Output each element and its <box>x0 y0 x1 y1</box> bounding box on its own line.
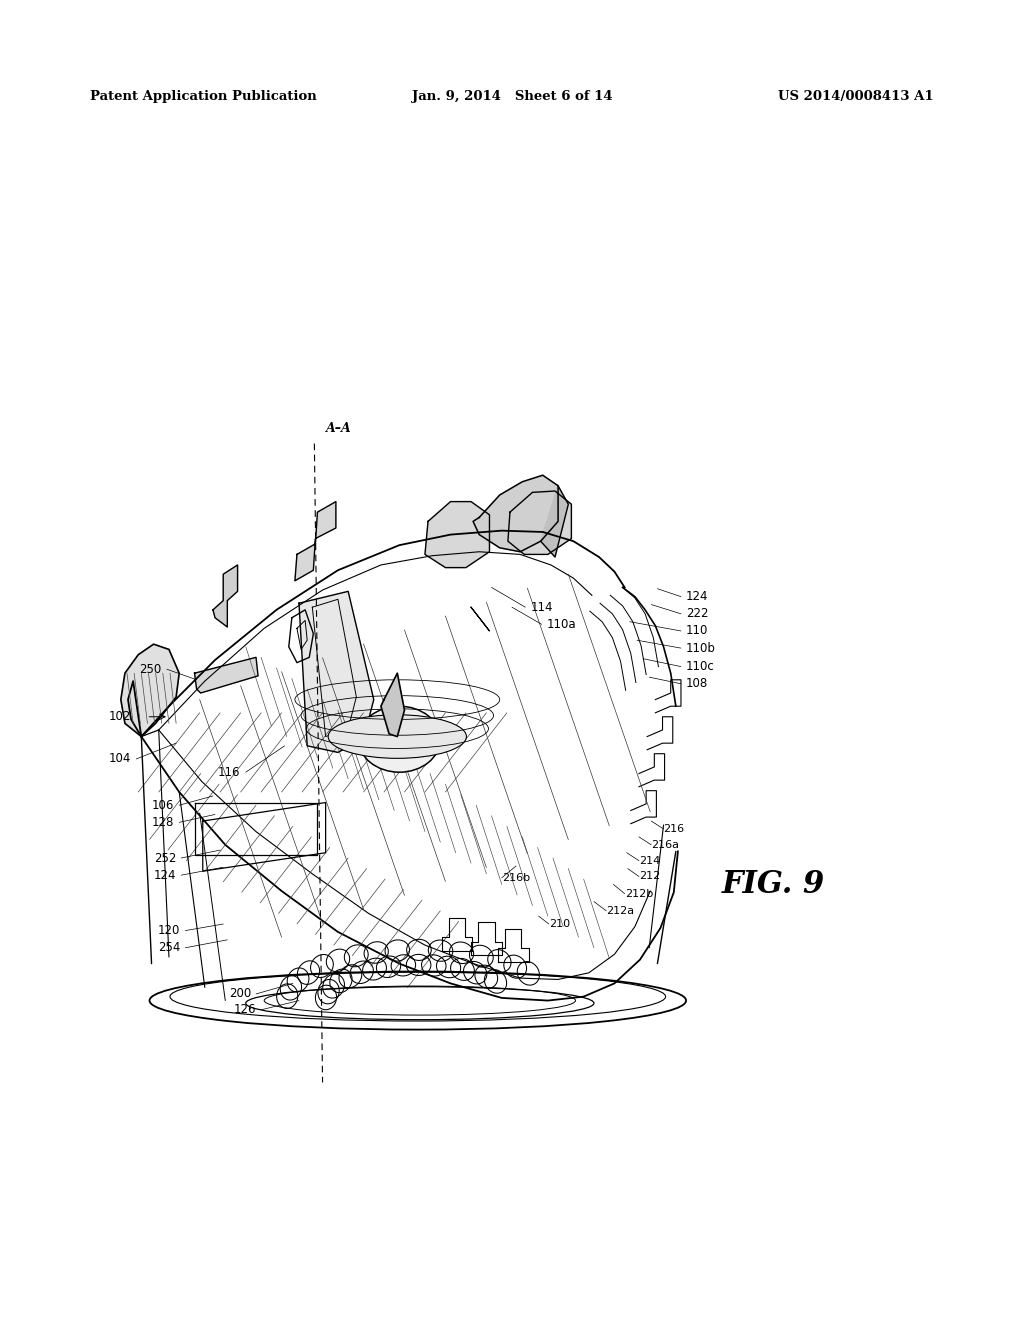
Polygon shape <box>299 591 374 752</box>
Text: 114: 114 <box>530 601 553 614</box>
Text: 252: 252 <box>154 851 176 865</box>
Text: US 2014/0008413 A1: US 2014/0008413 A1 <box>778 90 934 103</box>
Text: 128: 128 <box>152 816 174 829</box>
Text: 222: 222 <box>686 607 709 620</box>
Text: 216a: 216a <box>651 840 679 850</box>
Text: 254: 254 <box>158 941 180 954</box>
Text: 110b: 110b <box>686 642 716 655</box>
Text: 120: 120 <box>158 924 180 937</box>
Text: 212b: 212b <box>625 888 653 899</box>
Polygon shape <box>213 565 238 627</box>
Polygon shape <box>195 657 258 693</box>
Text: FIG. 9: FIG. 9 <box>722 869 824 900</box>
Polygon shape <box>425 502 489 568</box>
Text: 110c: 110c <box>686 660 715 673</box>
Text: 200: 200 <box>228 987 251 1001</box>
Text: 124: 124 <box>154 869 176 882</box>
Polygon shape <box>541 486 568 557</box>
Text: 104: 104 <box>109 752 131 766</box>
Text: 210: 210 <box>549 919 570 929</box>
Polygon shape <box>381 673 404 737</box>
Ellipse shape <box>358 706 440 772</box>
Text: Jan. 9, 2014   Sheet 6 of 14: Jan. 9, 2014 Sheet 6 of 14 <box>412 90 612 103</box>
Text: 116: 116 <box>218 766 241 779</box>
Text: 110a: 110a <box>547 618 577 631</box>
Polygon shape <box>508 491 571 554</box>
Text: 124: 124 <box>686 590 709 603</box>
Text: A–A: A–A <box>326 422 351 436</box>
Text: 106: 106 <box>152 799 174 812</box>
Polygon shape <box>121 644 179 737</box>
Text: 102: 102 <box>109 710 131 723</box>
Text: 110: 110 <box>686 624 709 638</box>
Ellipse shape <box>328 715 467 758</box>
Text: 212a: 212a <box>606 906 634 916</box>
Polygon shape <box>295 502 336 581</box>
Text: 216: 216 <box>664 824 685 834</box>
Text: 212: 212 <box>639 871 660 882</box>
Text: 214: 214 <box>639 855 660 866</box>
Text: Patent Application Publication: Patent Application Publication <box>90 90 316 103</box>
Text: 250: 250 <box>139 663 162 676</box>
Text: 108: 108 <box>686 677 709 690</box>
Text: 216b: 216b <box>502 873 529 883</box>
Text: 126: 126 <box>233 1003 256 1016</box>
Polygon shape <box>473 475 558 552</box>
